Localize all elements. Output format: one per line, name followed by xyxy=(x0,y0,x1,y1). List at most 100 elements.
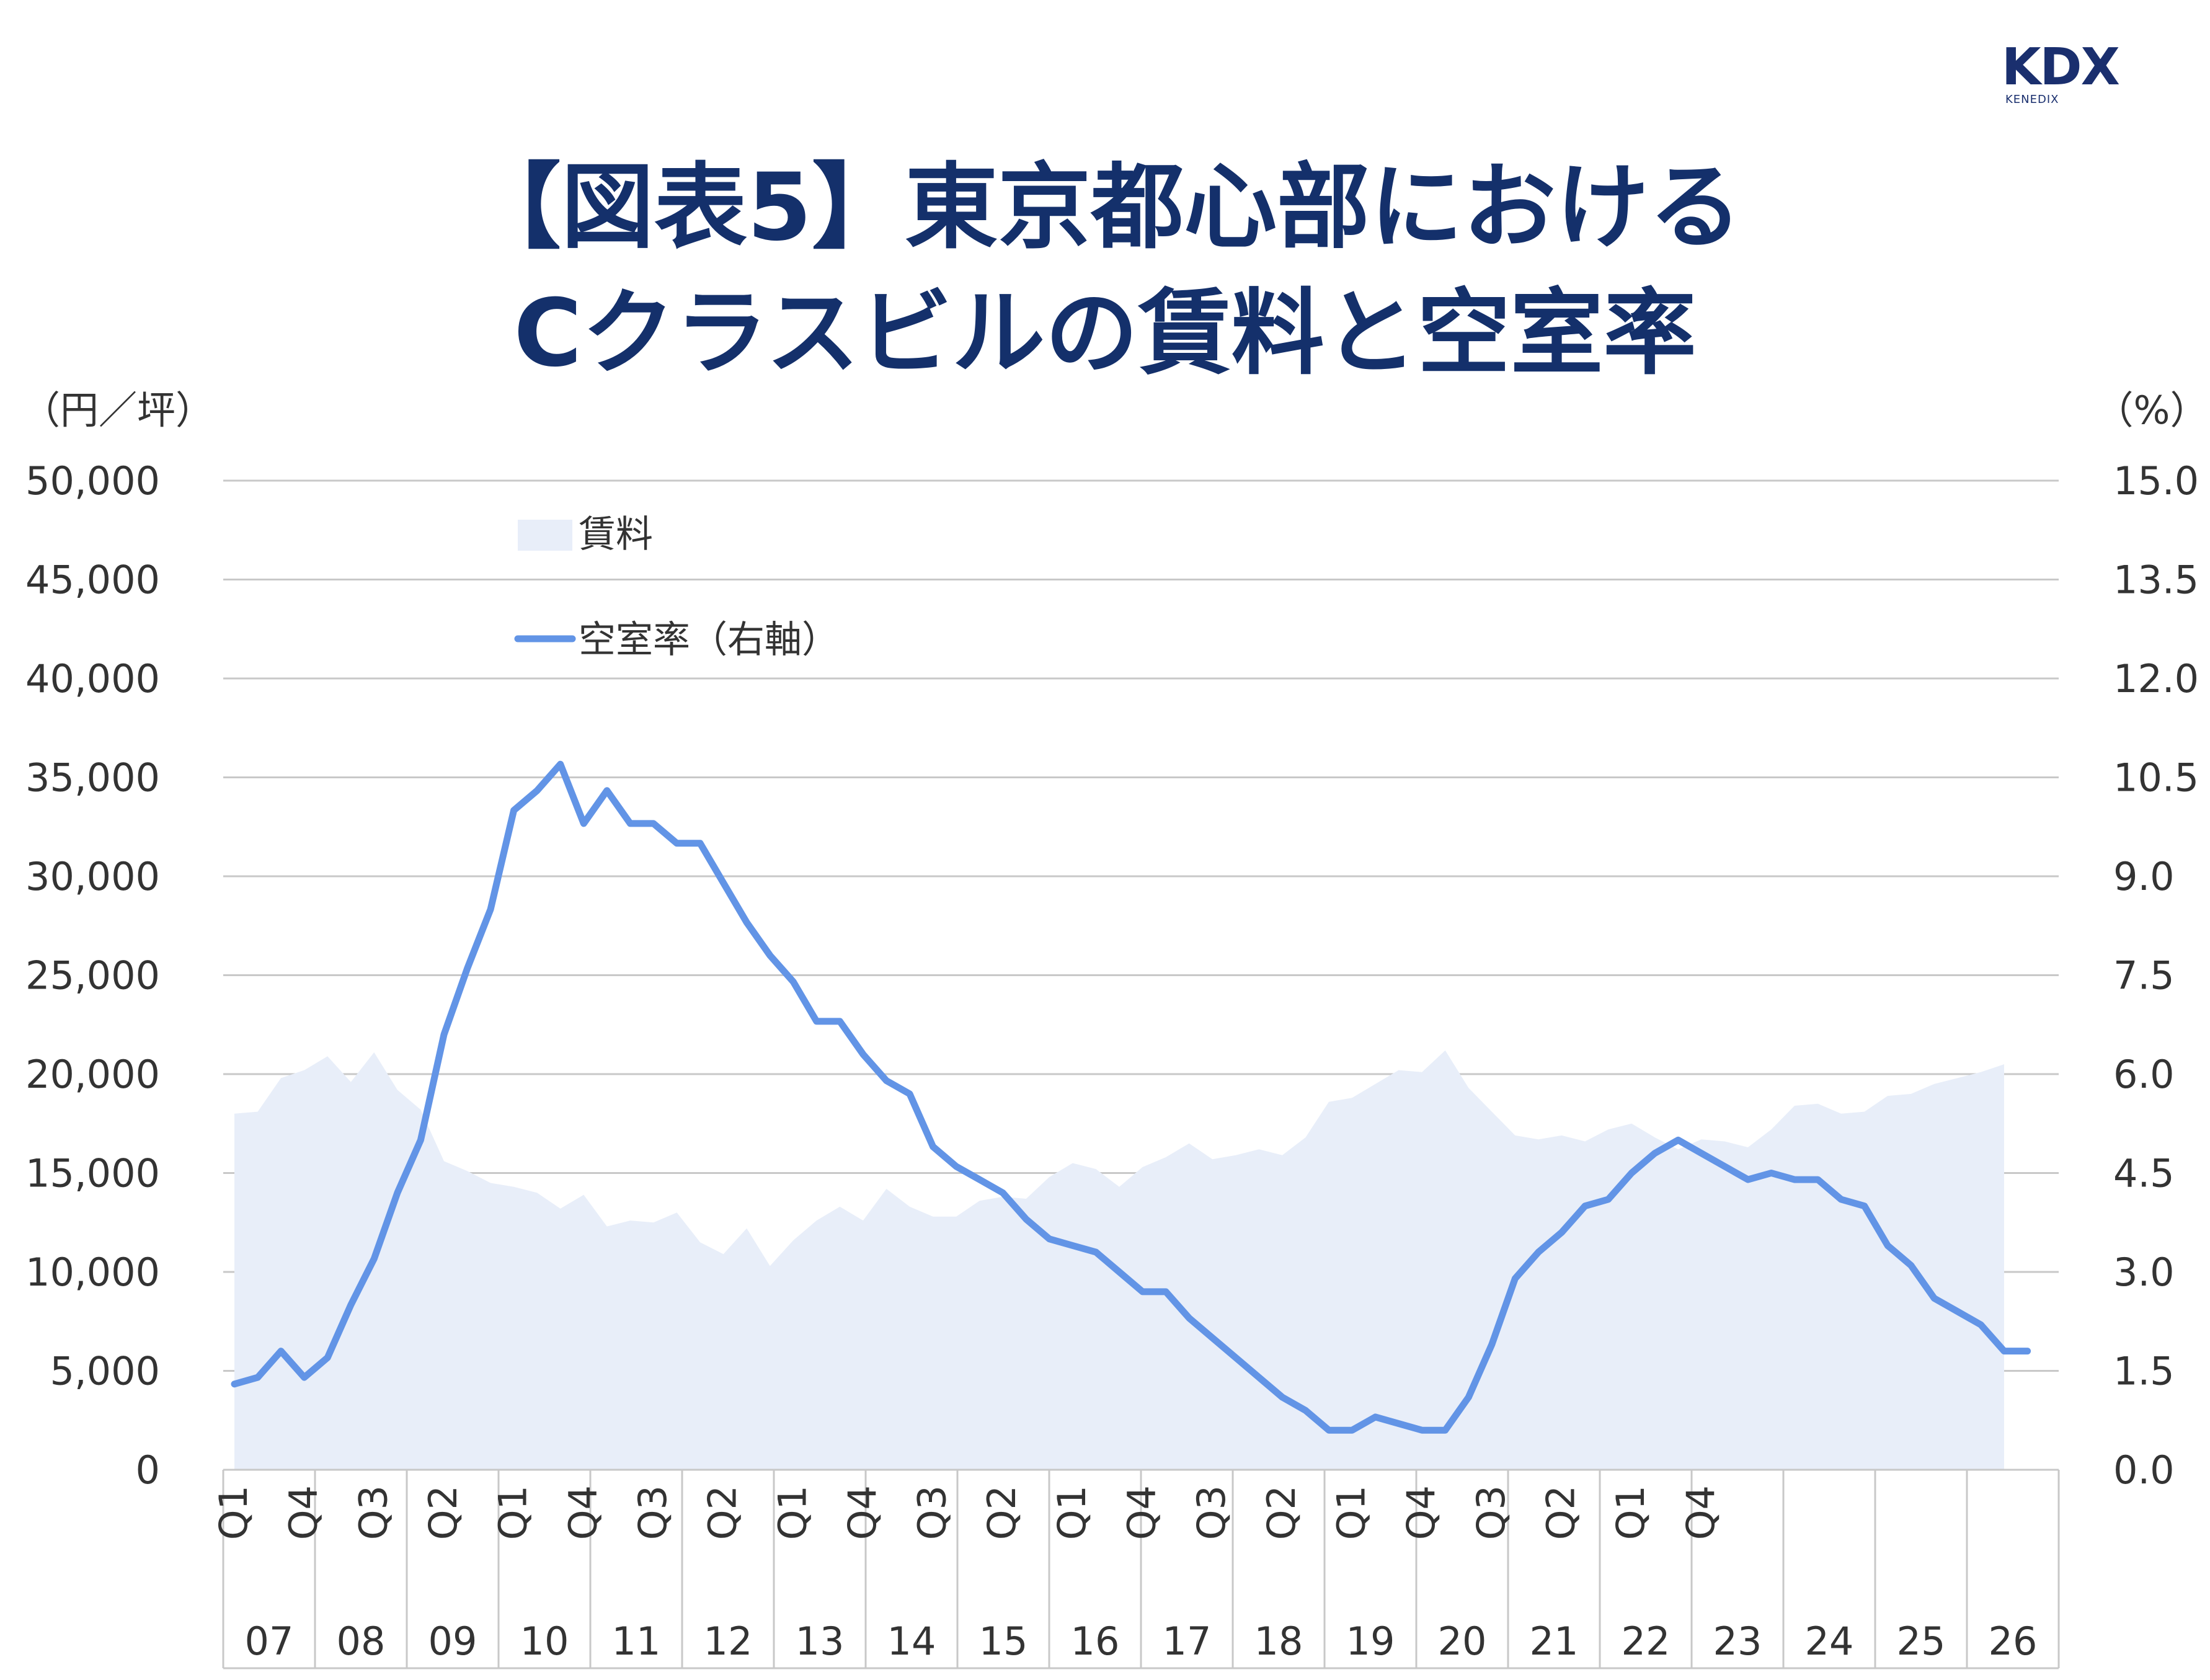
vacancy-point xyxy=(583,822,585,824)
quarter-label: Q1 xyxy=(490,1485,536,1540)
quarter-label: Q2 xyxy=(1259,1485,1304,1540)
vacancy-point xyxy=(443,1034,445,1036)
vacancy-point xyxy=(1887,1245,1889,1247)
chart-title-line-1: 【図表5】東京都心部における xyxy=(468,154,1742,262)
year-label: 25 xyxy=(1897,1619,1946,1664)
y-right-tick-label: 4.5 xyxy=(2113,1151,2175,1196)
y-right-tick-label: 12.0 xyxy=(2113,656,2199,701)
vacancy-point xyxy=(1933,1297,1935,1299)
quarter-label: Q2 xyxy=(700,1485,745,1540)
quarter-label: Q4 xyxy=(281,1485,326,1540)
quarter-label: Q1 xyxy=(1329,1485,1374,1540)
vacancy-point xyxy=(629,822,631,824)
vacancy-point xyxy=(1119,1271,1120,1273)
vacancy-point xyxy=(1468,1397,1470,1398)
vacancy-point xyxy=(257,1377,259,1379)
year-label: 10 xyxy=(520,1619,569,1664)
vacancy-point xyxy=(1305,1410,1307,1411)
vacancy-point xyxy=(396,1192,398,1194)
vacancy-point xyxy=(1142,1291,1143,1292)
vacancy-point xyxy=(1421,1429,1423,1431)
vacancy-point xyxy=(1258,1377,1260,1379)
y-right-tick-label: 13.5 xyxy=(2113,558,2199,603)
quarter-label: Q3 xyxy=(1468,1485,1514,1540)
vacancy-point xyxy=(1607,1199,1609,1200)
vacancy-point xyxy=(746,922,748,923)
legend-rent-label: 賃料 xyxy=(579,513,653,556)
year-label: 07 xyxy=(245,1619,294,1664)
vacancy-point xyxy=(1700,1152,1702,1154)
vacancy-line-layer xyxy=(231,760,2031,1434)
vacancy-point xyxy=(1444,1429,1446,1431)
vacancy-point xyxy=(536,789,538,791)
vacancy-point xyxy=(1398,1423,1400,1424)
quarter-label: Q3 xyxy=(910,1485,955,1540)
vacancy-point xyxy=(1002,1192,1004,1194)
legend-vacancy-label: 空室率（右軸） xyxy=(579,618,839,662)
quarter-label: Q3 xyxy=(1189,1485,1234,1540)
y-right-tick-label: 10.5 xyxy=(2113,755,2199,801)
year-label: 14 xyxy=(887,1619,936,1664)
vacancy-point xyxy=(1025,1218,1027,1220)
chart-title-line-2: Cクラスビルの賃料と空室率 xyxy=(513,280,1697,388)
tick-labels: 0 0.0 5,000 1.5 10,000 3.0 15,000 4.5 20,000 6.0 2… xyxy=(25,458,2199,1664)
vacancy-point xyxy=(1537,1251,1539,1253)
vacancy-point xyxy=(885,1080,887,1082)
quarter-label: Q2 xyxy=(420,1485,466,1540)
quarter-label: Q4 xyxy=(1398,1485,1444,1540)
vacancy-point xyxy=(979,1179,980,1181)
quarter-label: Q4 xyxy=(1119,1485,1165,1540)
quarter-label: Q1 xyxy=(211,1485,256,1540)
year-label: 24 xyxy=(1805,1619,1854,1664)
year-label: 23 xyxy=(1713,1619,1762,1664)
quarter-label: Q1 xyxy=(770,1485,815,1540)
logo-wordmark: KDX xyxy=(2002,38,2120,97)
y-right-tick-label: 7.5 xyxy=(2113,953,2175,998)
vacancy-point xyxy=(1561,1232,1563,1233)
y-right-tick-label: 9.0 xyxy=(2113,854,2175,899)
vacancy-point xyxy=(722,882,724,884)
vacancy-point xyxy=(559,763,561,765)
quarter-label: Q1 xyxy=(1608,1485,1653,1540)
vacancy-point xyxy=(1351,1429,1353,1431)
y-left-tick-label: 5,000 xyxy=(50,1349,161,1394)
vacancy-point xyxy=(1165,1291,1167,1292)
year-label: 21 xyxy=(1530,1619,1579,1664)
year-label: 22 xyxy=(1622,1619,1671,1664)
year-label: 09 xyxy=(428,1619,477,1664)
vacancy-point xyxy=(1794,1179,1795,1181)
year-label: 20 xyxy=(1438,1619,1487,1664)
y-left-tick-label: 15,000 xyxy=(25,1151,160,1196)
vacancy-point xyxy=(1514,1278,1516,1279)
year-label: 17 xyxy=(1163,1619,1212,1664)
vacancy-point xyxy=(1863,1205,1865,1207)
year-label: 16 xyxy=(1071,1619,1120,1664)
vacancy-point xyxy=(303,1377,305,1379)
year-label: 13 xyxy=(796,1619,845,1664)
kdx-logo: KDX KENEDIX xyxy=(2002,38,2150,107)
legend-rent-swatch xyxy=(518,520,572,551)
quarter-label: Q4 xyxy=(840,1485,885,1540)
rent-area-layer xyxy=(234,1050,2004,1470)
vacancy-point xyxy=(350,1304,352,1306)
vacancy-point xyxy=(2026,1350,2028,1352)
legend: 賃料 空室率（右軸） xyxy=(514,513,839,662)
y-left-tick-label: 20,000 xyxy=(25,1052,160,1097)
vacancy-point xyxy=(1049,1238,1050,1240)
y-right-tick-label: 3.0 xyxy=(2113,1250,2175,1295)
vacancy-point xyxy=(373,1258,375,1260)
quarter-label: Q2 xyxy=(979,1485,1024,1540)
vacancy-point xyxy=(1584,1205,1586,1207)
year-label: 15 xyxy=(979,1619,1028,1664)
y-right-tick-label: 0.0 xyxy=(2113,1447,2175,1493)
vacancy-point xyxy=(1631,1172,1633,1174)
vacancy-point xyxy=(280,1350,282,1352)
vacancy-point xyxy=(1817,1179,1819,1181)
vacancy-point xyxy=(234,1383,235,1385)
vacancy-point xyxy=(956,1165,957,1167)
y-left-tick-label: 10,000 xyxy=(25,1250,160,1295)
vacancy-line xyxy=(231,760,2031,1434)
y-left-tick-label: 25,000 xyxy=(25,953,160,998)
rent-area xyxy=(234,1050,2004,1470)
y-left-tick-label: 35,000 xyxy=(25,755,160,801)
